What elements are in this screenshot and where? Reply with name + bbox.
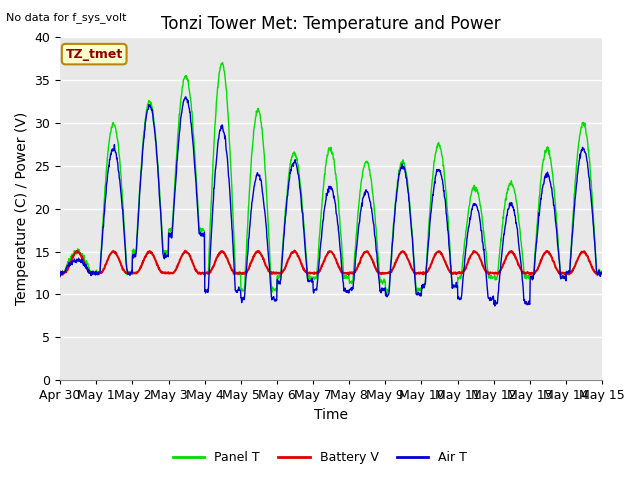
Air T xyxy=(56,274,64,279)
X-axis label: Time: Time xyxy=(314,408,348,422)
Line: Air T: Air T xyxy=(60,97,602,306)
Air T xyxy=(238,300,246,305)
Air T xyxy=(177,116,184,121)
Panel T xyxy=(598,271,606,277)
Line: Battery V: Battery V xyxy=(60,251,602,275)
Panel T xyxy=(219,60,227,65)
Text: TZ_tmet: TZ_tmet xyxy=(65,48,123,60)
Battery V xyxy=(534,264,542,270)
Battery V xyxy=(345,272,353,277)
Air T xyxy=(164,253,172,259)
Title: Tonzi Tower Met: Temperature and Power: Tonzi Tower Met: Temperature and Power xyxy=(161,15,501,33)
Air T xyxy=(486,295,494,300)
Legend: Panel T, Battery V, Air T: Panel T, Battery V, Air T xyxy=(168,446,472,469)
Y-axis label: Temperature (C) / Power (V): Temperature (C) / Power (V) xyxy=(15,112,29,305)
Panel T xyxy=(177,98,184,104)
Air T xyxy=(534,218,542,224)
Battery V xyxy=(598,270,606,276)
Panel T xyxy=(164,249,172,254)
Air T xyxy=(598,271,606,276)
Panel T xyxy=(383,290,391,296)
Text: No data for f_sys_volt: No data for f_sys_volt xyxy=(6,12,127,23)
Battery V xyxy=(56,269,64,275)
Air T xyxy=(491,303,499,309)
Panel T xyxy=(487,276,495,281)
Battery V xyxy=(177,256,184,262)
Panel T xyxy=(238,288,246,293)
Battery V xyxy=(164,270,172,276)
Line: Panel T: Panel T xyxy=(60,62,602,293)
Battery V xyxy=(291,248,298,253)
Battery V xyxy=(237,270,245,276)
Panel T xyxy=(534,206,542,212)
Air T xyxy=(182,94,189,100)
Battery V xyxy=(487,270,495,276)
Battery V xyxy=(416,271,424,276)
Panel T xyxy=(416,288,424,294)
Panel T xyxy=(56,268,64,274)
Air T xyxy=(415,291,423,297)
